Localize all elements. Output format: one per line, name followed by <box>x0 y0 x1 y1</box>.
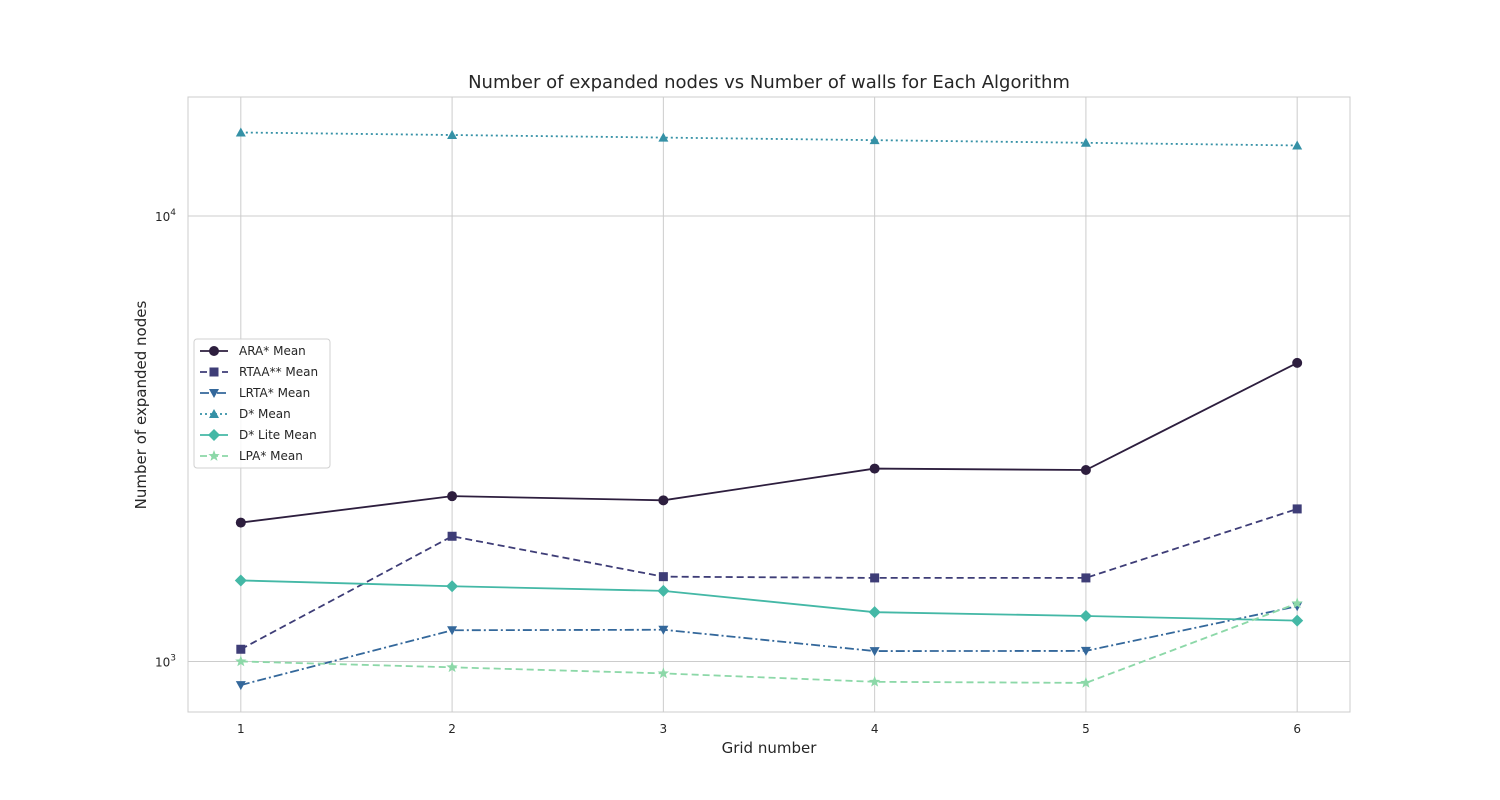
data-point-lpa-mean <box>868 675 881 687</box>
plot-area-frame <box>187 96 1351 713</box>
legend: ARA* Mean RTAA** Mean LRTA* Mean D* Mean D* … <box>193 338 331 469</box>
x-tick-label: 4 <box>871 722 879 736</box>
data-point-lpa-mean <box>657 667 670 679</box>
legend-marker-ara-mean <box>209 346 219 356</box>
y-axis-label: Number of expanded nodes <box>132 301 150 510</box>
series-line-lpa-mean <box>240 602 1298 684</box>
data-point-rtaa-mean <box>1292 504 1302 514</box>
x-axis-ticks: 1 2 3 4 5 6 <box>237 722 1301 736</box>
data-point-rtaa-mean <box>236 644 246 654</box>
data-point-ara-mean <box>447 491 458 502</box>
data-point-lpa-mean <box>1291 597 1303 609</box>
data-point-lpa-mean <box>446 661 458 673</box>
data-point-d-lite-mean <box>234 574 247 587</box>
data-point-d-mean <box>869 135 880 145</box>
data-point-d-mean <box>1080 137 1091 147</box>
legend-marker-lrta-mean <box>209 389 219 398</box>
legend-label-lrta-mean: LRTA* Mean <box>239 386 310 400</box>
x-tick-label: 6 <box>1293 722 1301 736</box>
legend-label-ara-mean: ARA* Mean <box>239 344 306 358</box>
legend-label-d-lite-mean: D* Lite Mean <box>239 428 317 442</box>
data-point-ara-mean <box>235 517 246 528</box>
data-point-lrta-mean <box>1080 646 1091 656</box>
x-tick-label: 2 <box>448 722 456 736</box>
series-line-lrta-mean <box>240 605 1298 686</box>
series-line-d-lite-mean <box>240 579 1298 622</box>
chart-title: Number of expanded nodes vs Number of wa… <box>468 72 1070 93</box>
data-point-lpa-mean <box>1080 676 1092 688</box>
data-point-ara-mean <box>1292 357 1303 368</box>
data-point-lrta-mean <box>869 647 880 657</box>
legend-label-d-mean: D* Mean <box>239 407 291 421</box>
data-point-lrta-mean <box>447 626 458 636</box>
data-point-lrta-mean <box>235 681 246 691</box>
legend-marker-rtaa-mean <box>209 367 219 377</box>
data-point-rtaa-mean <box>447 531 457 541</box>
x-axis-label: Grid number <box>722 739 818 757</box>
data-point-lrta-mean <box>658 625 669 635</box>
y-tick-label: 103 <box>155 653 176 669</box>
x-tick-label: 5 <box>1082 722 1090 736</box>
data-point-d-mean <box>658 132 669 142</box>
legend-label-lpa-mean: LPA* Mean <box>239 449 303 463</box>
series-line-d-mean <box>240 131 1298 147</box>
data-point-d-mean <box>447 130 458 140</box>
data-point-d-lite-mean <box>1079 609 1092 622</box>
gridlines <box>188 97 1350 712</box>
series-lines <box>234 127 1304 691</box>
data-point-d-mean <box>235 127 246 137</box>
data-point-rtaa-mean <box>870 573 880 583</box>
legend-label-rtaa-mean: RTAA** Mean <box>239 365 318 379</box>
legend-marker-d-lite-mean <box>208 429 220 441</box>
legend-marker-d-mean <box>209 409 219 418</box>
data-point-rtaa-mean <box>1081 573 1091 583</box>
data-point-rtaa-mean <box>658 572 668 582</box>
y-axis-ticks: 103 104 <box>155 208 176 669</box>
series-line-rtaa-mean <box>240 508 1298 651</box>
x-tick-label: 3 <box>660 722 668 736</box>
data-point-ara-mean <box>1080 465 1091 476</box>
data-point-ara-mean <box>658 495 669 506</box>
data-point-d-lite-mean <box>1291 614 1304 627</box>
x-tick-label: 1 <box>237 722 245 736</box>
data-point-d-lite-mean <box>446 580 459 593</box>
data-point-d-lite-mean <box>868 606 881 619</box>
data-point-lpa-mean <box>235 655 247 667</box>
data-point-d-lite-mean <box>657 584 670 597</box>
y-tick-label: 104 <box>155 208 176 224</box>
legend-marker-lpa-mean <box>208 450 220 461</box>
series-line-ara-mean <box>240 362 1298 524</box>
data-point-d-mean <box>1292 140 1303 150</box>
data-point-ara-mean <box>869 463 880 474</box>
